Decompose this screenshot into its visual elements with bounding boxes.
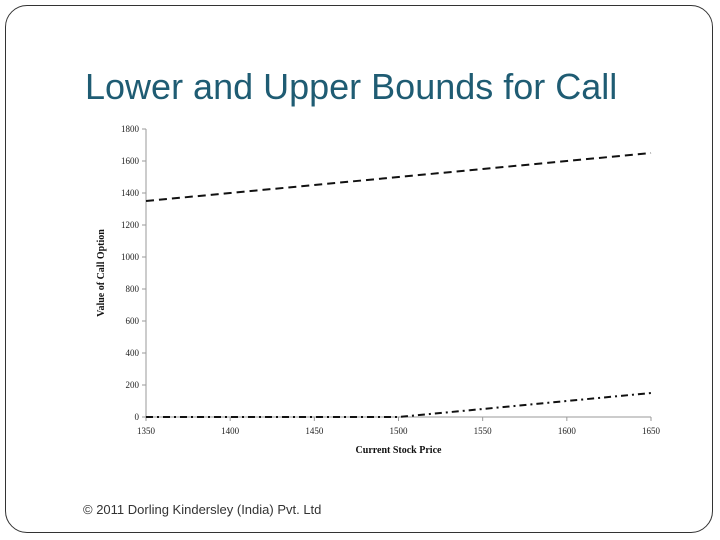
y-tick-label: 400 (126, 348, 140, 358)
copyright-footer: © 2011 Dorling Kindersley (India) Pvt. L… (83, 502, 322, 517)
y-tick-label: 800 (126, 284, 140, 294)
x-axis-title: Current Stock Price (356, 445, 442, 456)
x-tick-label: 1400 (221, 426, 240, 436)
x-tick-label: 1350 (137, 426, 156, 436)
slide-title: Lower and Upper Bounds for Call (85, 66, 618, 107)
upper-bound-line (145, 152, 652, 202)
y-tick-label: 600 (126, 316, 140, 326)
chart-axes: 0 200 400 600 800 1000 1200 1400 1600 1800 1350 140… (121, 124, 661, 436)
y-tick-label: 1600 (121, 156, 140, 166)
slide-frame: Lower and Upper Bounds for Call © 2011 D… (5, 5, 713, 533)
y-tick-label: 1800 (121, 124, 140, 134)
x-tick-label: 1500 (390, 426, 409, 436)
chart-series (145, 152, 652, 418)
x-tick-label: 1550 (474, 426, 493, 436)
y-axis-title: Value of Call Option (96, 229, 107, 317)
x-tick-label: 1600 (558, 426, 577, 436)
y-tick-label: 0 (135, 412, 140, 422)
x-tick-label: 1450 (305, 426, 324, 436)
x-tick-label: 1650 (642, 426, 661, 436)
y-tick-label: 200 (126, 380, 140, 390)
y-tick-label: 1400 (121, 188, 140, 198)
y-tick-label: 1200 (121, 220, 140, 230)
y-tick-label: 1000 (121, 252, 140, 262)
lower-bound-line (146, 392, 652, 418)
